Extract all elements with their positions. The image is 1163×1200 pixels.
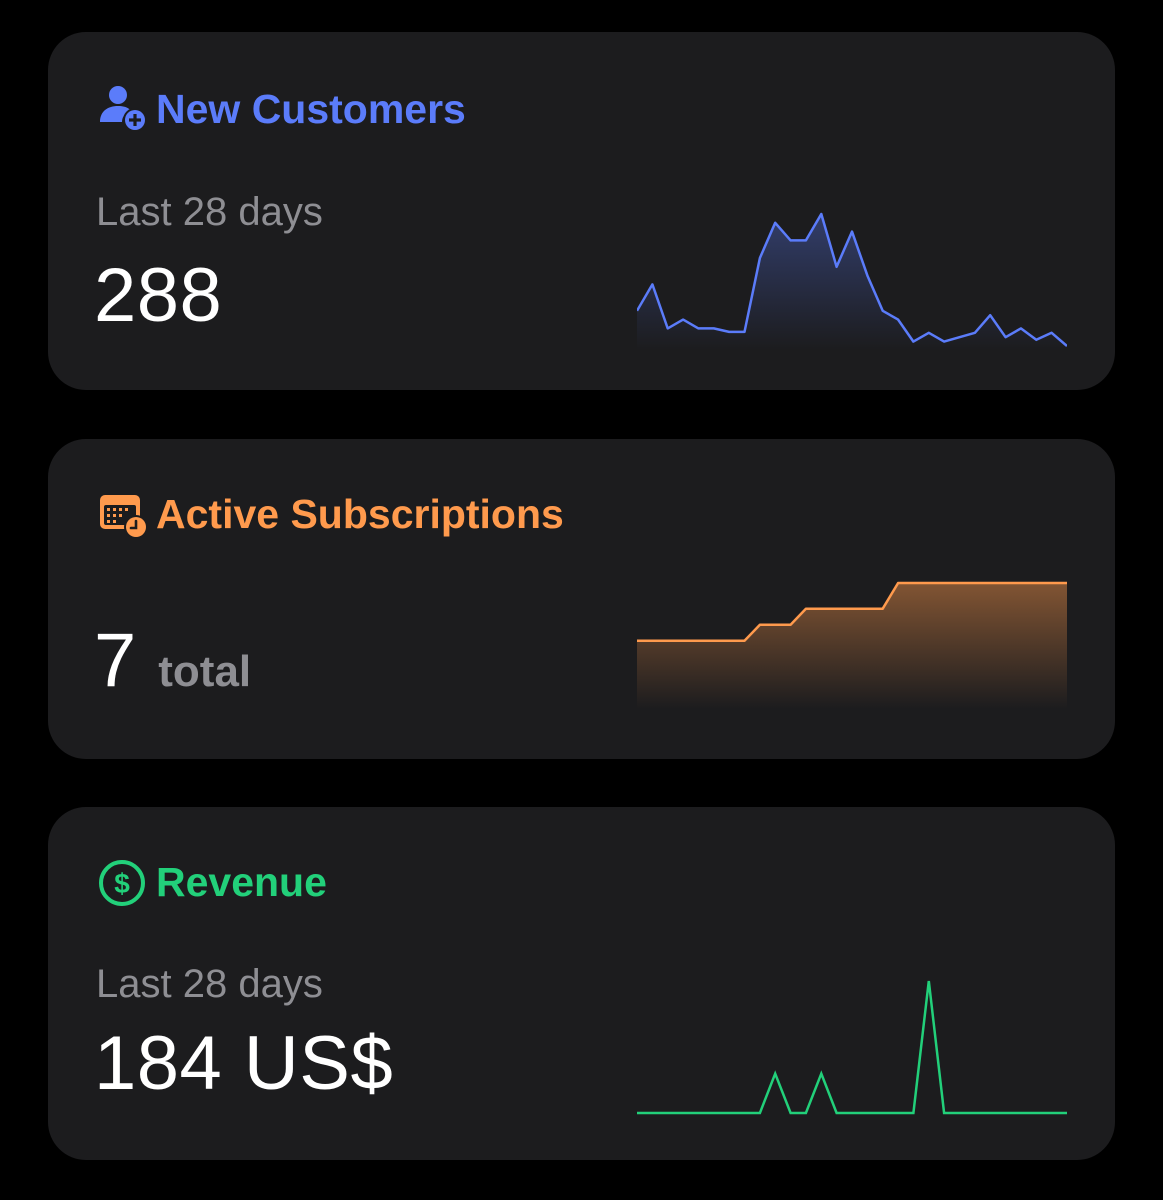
new-customers-sparkline <box>637 212 1067 350</box>
new-customers-period: Last 28 days <box>96 190 323 234</box>
active-subscriptions-sparkline <box>637 581 1067 709</box>
revenue-amount: 184 US$ <box>94 1021 394 1106</box>
new-customers-title: New Customers <box>156 85 466 132</box>
active-subscriptions-card[interactable]: Active Subscriptions 7 total <box>48 439 1115 759</box>
active-subscriptions-unit: total <box>158 647 252 696</box>
active-subscriptions-area <box>637 583 1067 709</box>
calendar-clock-icon <box>98 489 148 539</box>
new-customers-count: 288 <box>94 253 223 338</box>
revenue-sparkline <box>637 980 1067 1115</box>
person-add-icon <box>98 84 148 134</box>
revenue-title: Revenue <box>156 858 327 905</box>
svg-text:$: $ <box>114 868 130 899</box>
new-customers-header: New Customers <box>98 84 466 134</box>
new-customers-line <box>637 212 1067 347</box>
active-subscriptions-total: 7 total <box>94 617 251 704</box>
revenue-card[interactable]: $ Revenue Last 28 days 184 US$ <box>48 807 1115 1160</box>
new-customers-card[interactable]: New Customers Last 28 days 288 <box>48 32 1115 390</box>
active-subscriptions-title: Active Subscriptions <box>156 490 564 537</box>
active-subscriptions-count: 7 <box>94 618 137 703</box>
active-subscriptions-header: Active Subscriptions <box>98 489 564 539</box>
revenue-line <box>637 980 1067 1115</box>
new-customers-area <box>637 214 1067 350</box>
active-subscriptions-line <box>637 581 1067 643</box>
revenue-period: Last 28 days <box>96 962 323 1006</box>
revenue-header: $ Revenue <box>98 857 327 907</box>
dollar-circle-icon: $ <box>98 857 148 907</box>
